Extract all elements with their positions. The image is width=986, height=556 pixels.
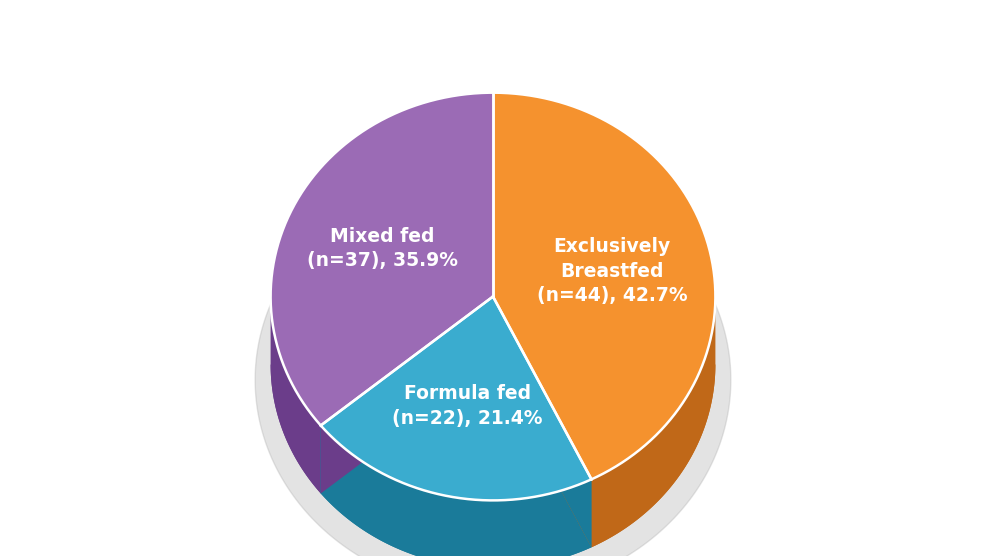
Polygon shape	[592, 296, 716, 547]
Polygon shape	[320, 365, 592, 556]
Text: Formula fed
(n=22), 21.4%: Formula fed (n=22), 21.4%	[391, 385, 542, 428]
Polygon shape	[320, 365, 493, 493]
Text: Exclusively
Breastfed
(n=44), 42.7%: Exclusively Breastfed (n=44), 42.7%	[536, 237, 687, 305]
Polygon shape	[493, 365, 592, 547]
Polygon shape	[493, 365, 716, 547]
Polygon shape	[255, 167, 731, 556]
Polygon shape	[320, 296, 592, 500]
Polygon shape	[320, 365, 493, 493]
Polygon shape	[270, 365, 493, 493]
Polygon shape	[320, 425, 592, 556]
Text: Mixed fed
(n=37), 35.9%: Mixed fed (n=37), 35.9%	[307, 227, 458, 270]
Polygon shape	[493, 93, 716, 479]
Polygon shape	[270, 296, 320, 493]
Polygon shape	[493, 365, 592, 547]
Polygon shape	[270, 93, 493, 425]
